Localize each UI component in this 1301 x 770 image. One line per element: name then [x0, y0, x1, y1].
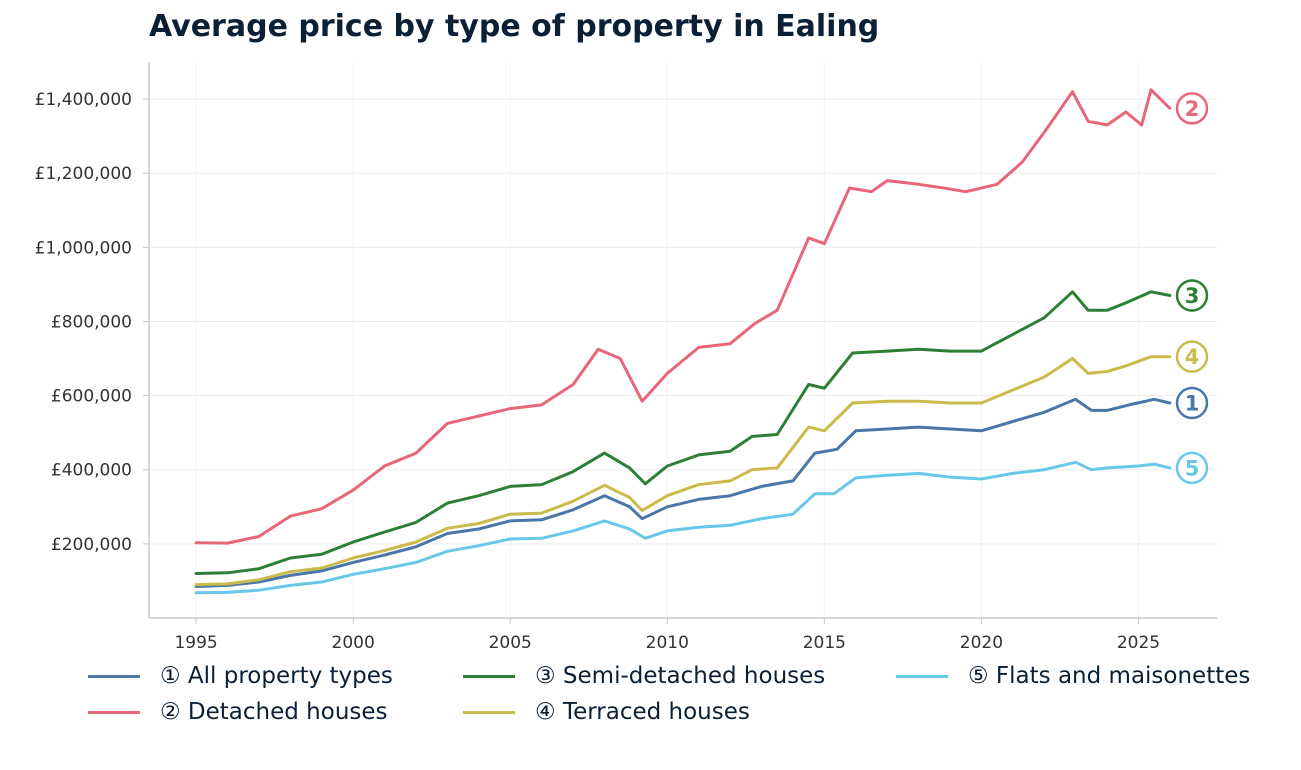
legend-swatch	[463, 674, 515, 678]
series-line-4	[194, 355, 1172, 587]
x-tick-label: 2015	[803, 633, 846, 653]
legend-swatch	[88, 710, 140, 714]
y-tick-label: £1,400,000	[35, 90, 132, 110]
legend-item: ④ Terraced houses	[463, 695, 750, 729]
series-end-badges: 1 2 3 4 5	[1175, 92, 1209, 485]
legend-label: ⑤ Flats and maisonettes	[968, 663, 1251, 689]
series-badge-label: 5	[1185, 456, 1200, 480]
legend-swatch	[896, 674, 948, 678]
y-tick-label: £400,000	[51, 461, 132, 481]
series-line-2	[194, 88, 1172, 545]
series-badge-label: 4	[1185, 345, 1200, 369]
legend-swatch	[463, 710, 515, 714]
y-tick-label: £1,000,000	[35, 238, 132, 258]
x-tick-label: 2005	[489, 633, 532, 653]
series-badge-label: 3	[1185, 284, 1200, 308]
legend-item: ③ Semi-detached houses	[463, 659, 825, 693]
x-tick-label: 2025	[1117, 633, 1160, 653]
series-lines	[194, 88, 1172, 595]
series-badge-circle	[1175, 451, 1209, 485]
x-tick-label: 2020	[960, 633, 1003, 653]
series-line-5	[194, 460, 1172, 595]
legend-label: ④ Terraced houses	[535, 699, 750, 725]
legend-label: ③ Semi-detached houses	[535, 663, 826, 689]
series-badge-label: 1	[1185, 392, 1200, 416]
y-tick-label: £800,000	[51, 312, 132, 332]
y-tick-label: £600,000	[51, 387, 132, 407]
grid-lines	[149, 62, 1217, 618]
legend-item: ② Detached houses	[88, 695, 388, 729]
series-line-3	[194, 290, 1172, 575]
legend-label: ① All property types	[160, 663, 393, 689]
axes: £200,000 £400,000 £600,000 £800,000 £1,000,0…	[35, 62, 1217, 653]
legend: ① All property types ② Detached houses ③ S…	[88, 663, 1288, 756]
y-tick-label: £200,000	[51, 535, 132, 555]
x-tick-label: 2010	[646, 633, 689, 653]
legend-item: ⑤ Flats and maisonettes	[896, 659, 1250, 693]
series-badge-label: 2	[1185, 97, 1200, 121]
x-tick-label: 1995	[174, 633, 217, 653]
legend-label: ② Detached houses	[160, 699, 388, 725]
x-tick-label: 2000	[332, 633, 375, 653]
y-tick-label: £1,200,000	[35, 164, 132, 184]
series-badge-circle	[1175, 340, 1209, 373]
legend-swatch	[88, 674, 140, 678]
series-line-1	[194, 397, 1172, 588]
series-badge-circle	[1175, 386, 1209, 420]
series-badge-circle	[1175, 92, 1209, 125]
chart-title: Average price by type of property in Eal…	[149, 9, 880, 44]
legend-item: ① All property types	[88, 659, 393, 693]
series-badge-circle	[1175, 279, 1209, 312]
